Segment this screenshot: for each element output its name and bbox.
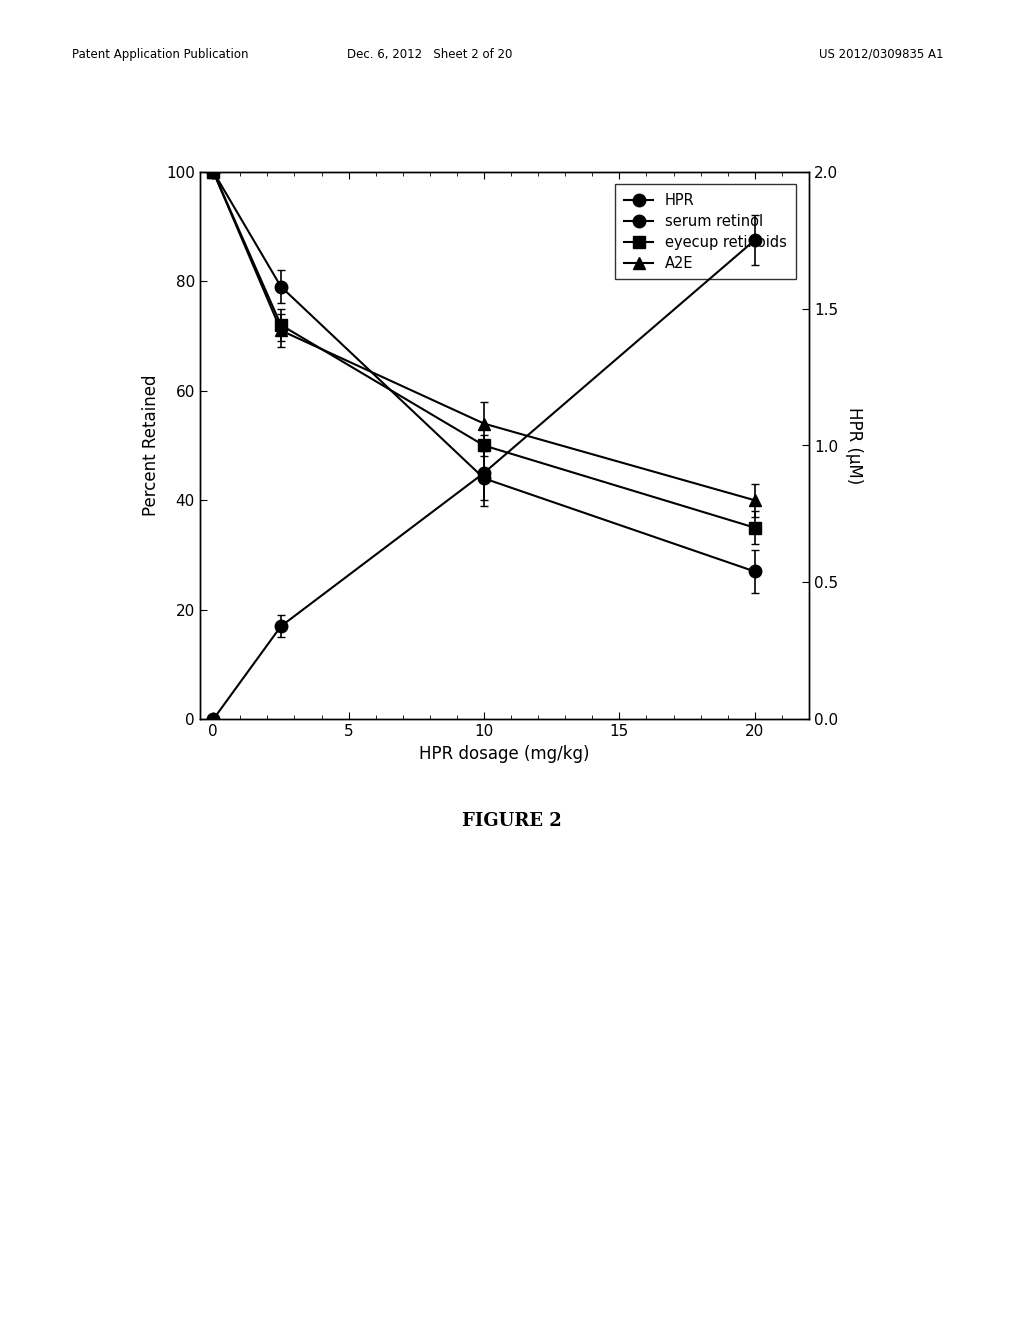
Legend: HPR, serum retinol, eyecup retinoids, A2E: HPR, serum retinol, eyecup retinoids, A2… (615, 185, 796, 280)
Y-axis label: HPR (μM): HPR (μM) (845, 407, 863, 484)
Text: FIGURE 2: FIGURE 2 (462, 812, 562, 830)
Y-axis label: Percent Retained: Percent Retained (142, 375, 161, 516)
Text: US 2012/0309835 A1: US 2012/0309835 A1 (819, 48, 944, 61)
Text: Dec. 6, 2012   Sheet 2 of 20: Dec. 6, 2012 Sheet 2 of 20 (347, 48, 513, 61)
X-axis label: HPR dosage (mg/kg): HPR dosage (mg/kg) (419, 744, 590, 763)
Text: Patent Application Publication: Patent Application Publication (72, 48, 248, 61)
